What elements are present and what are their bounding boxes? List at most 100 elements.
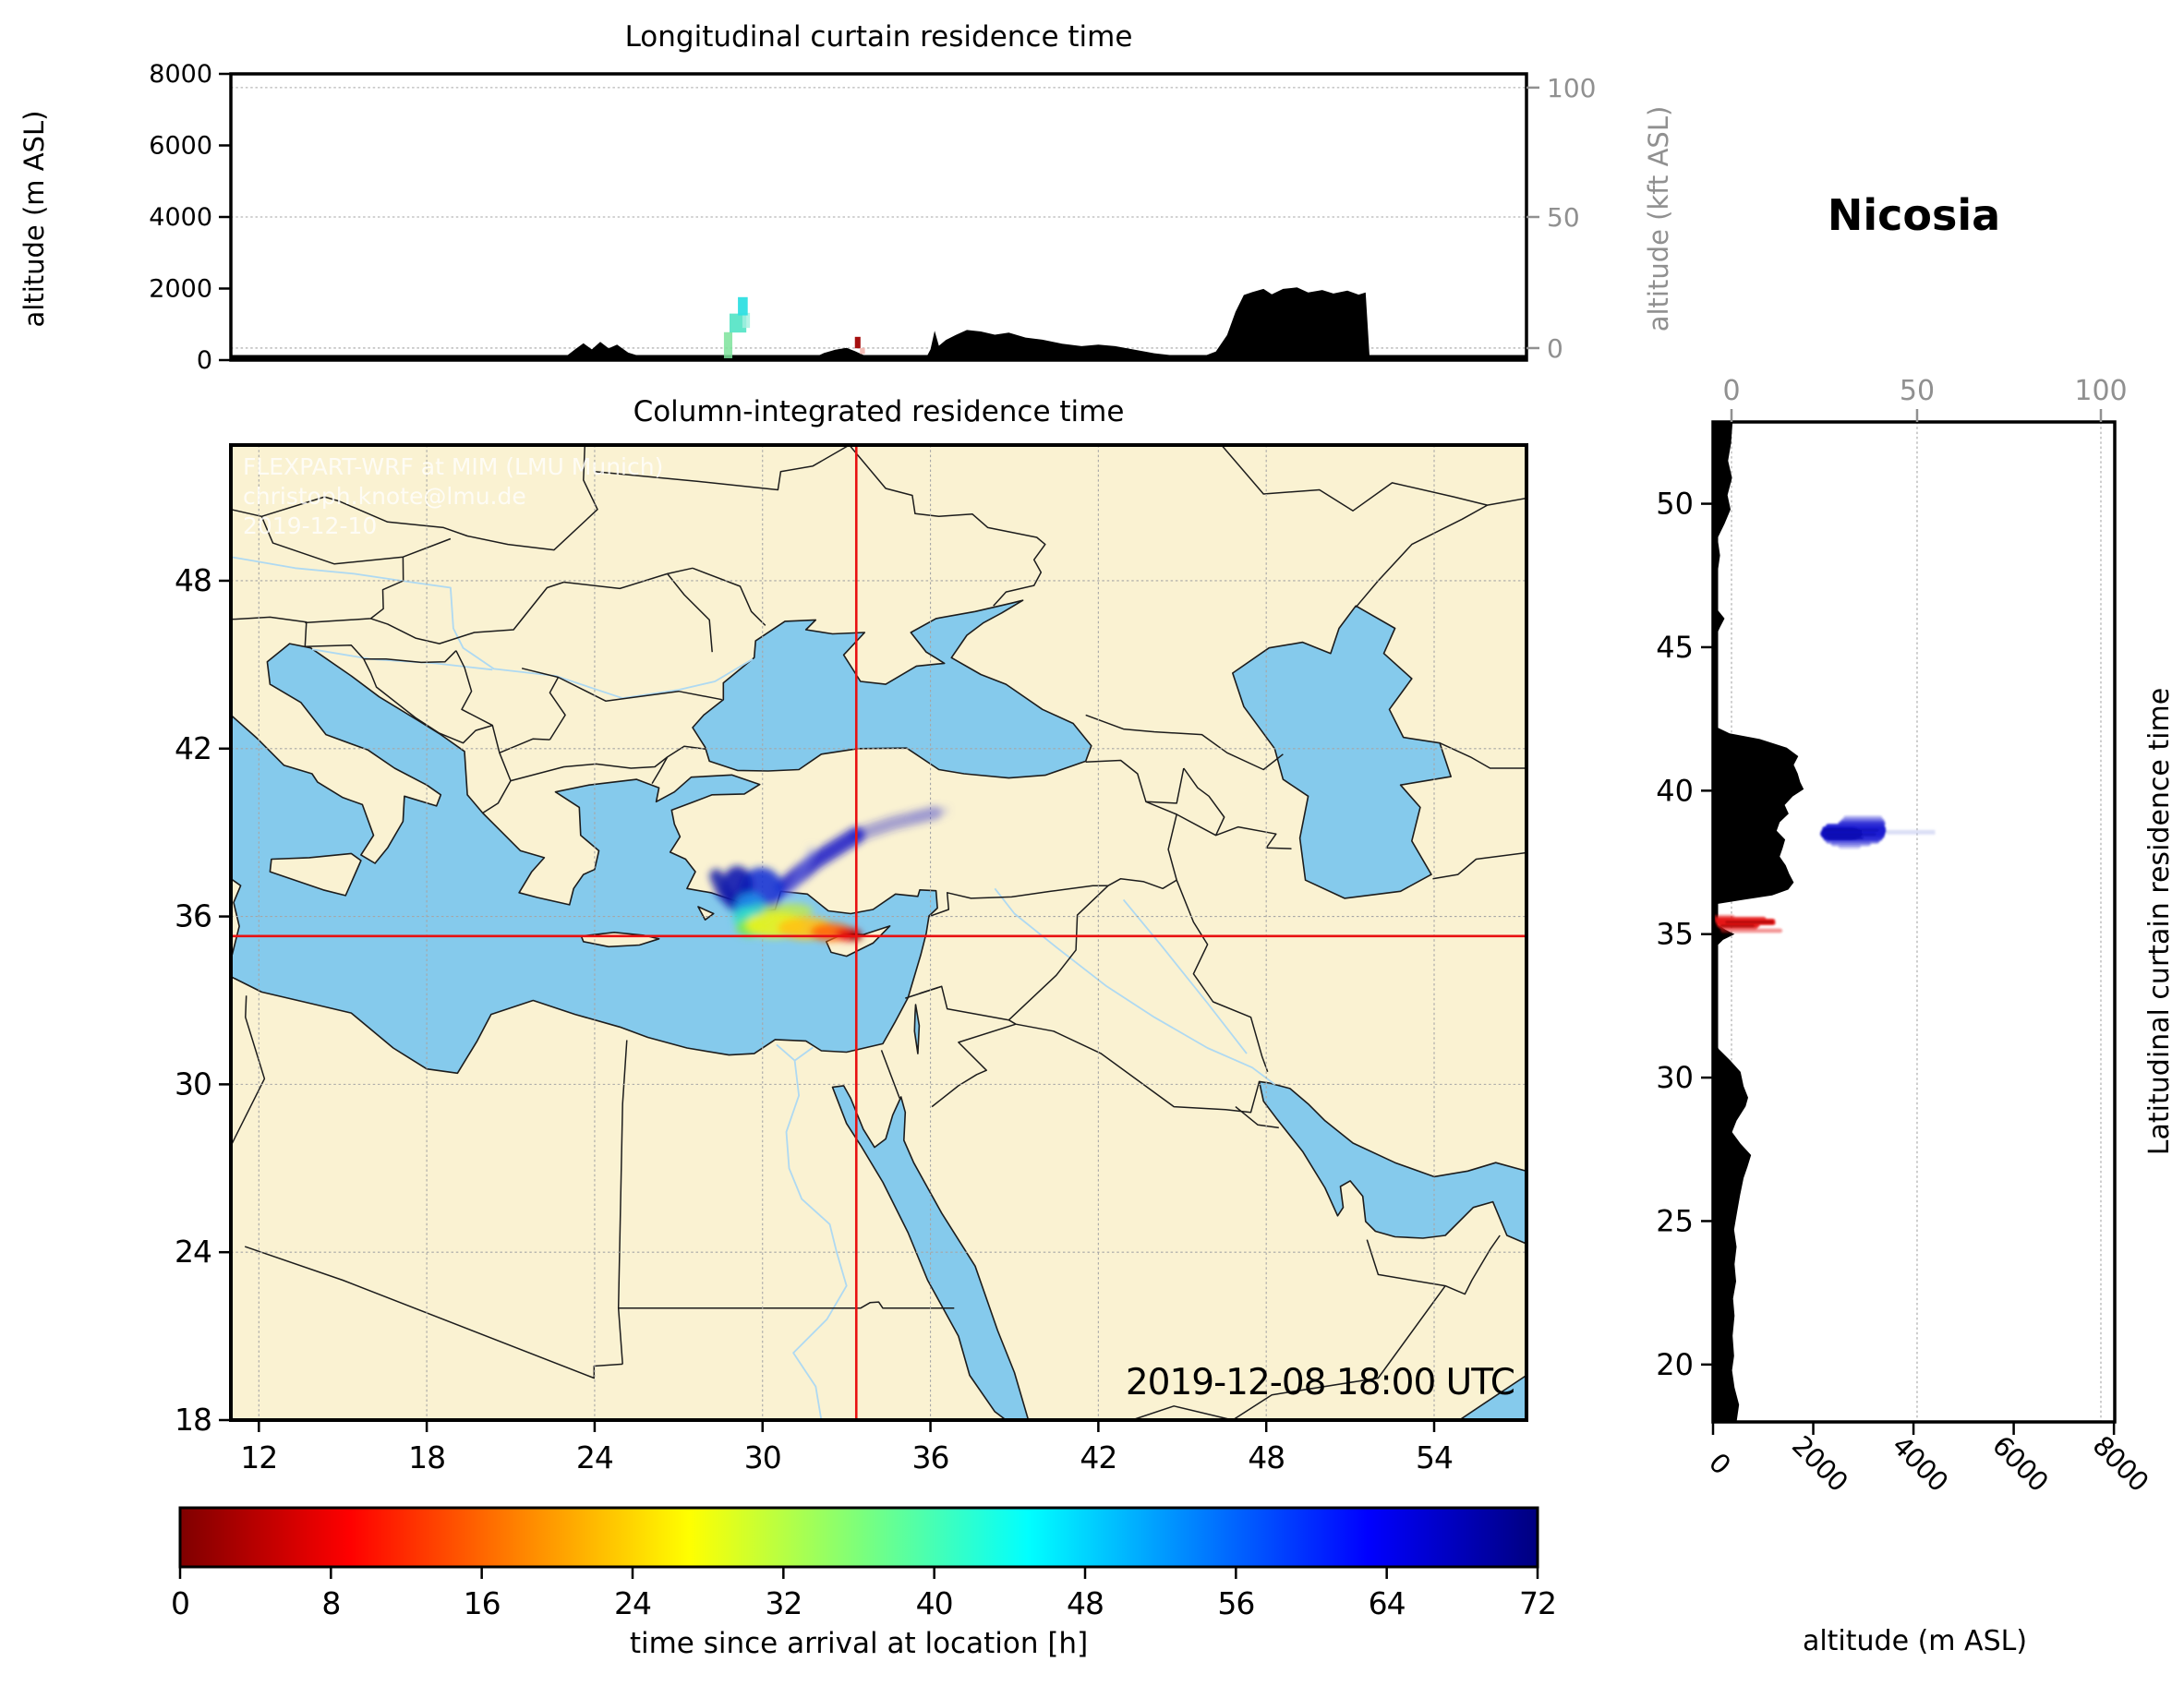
sea-polygon — [913, 1004, 921, 1054]
country-border — [305, 644, 365, 660]
residence-bar — [723, 331, 733, 359]
lat-tick-label: 20 — [1656, 1347, 1694, 1382]
country-border — [931, 1023, 1017, 1108]
kft-tick-label: 50 — [1900, 375, 1935, 407]
sea-polygon — [1232, 605, 1452, 899]
country-border — [667, 572, 713, 653]
island — [697, 906, 715, 921]
alt-tick-label: 0 — [1703, 1447, 1736, 1480]
top-panel-ylabel-left: altitude (m ASL) — [18, 110, 50, 328]
lon-tick-label: 54 — [1416, 1439, 1453, 1475]
lat-tick-label: 45 — [1656, 630, 1694, 665]
river — [776, 1043, 796, 1062]
sea-polygon — [231, 643, 938, 1075]
river — [785, 1060, 848, 1420]
country-border — [305, 557, 404, 624]
map-geography — [231, 445, 1526, 1420]
country-border — [1176, 813, 1292, 849]
kft-tick-label: 0 — [1547, 333, 1563, 364]
top-panel-ylabel-right: altitude (kft ASL) — [1643, 105, 1674, 332]
attribution-line-3: 2019-12-10 — [243, 512, 378, 539]
lat-tick-label: 35 — [1656, 917, 1694, 952]
lat-tick-label: 30 — [175, 1066, 211, 1102]
country-border — [1432, 851, 1526, 880]
red-striation — [1725, 921, 1774, 923]
colorbar-label: time since arrival at location [h] — [629, 1627, 1089, 1660]
top-panel-title: Longitudinal curtain residence time — [624, 20, 1133, 54]
lat-tick-label: 42 — [175, 730, 211, 766]
country-border — [1015, 1023, 1261, 1114]
colorbar: 0 8 16 24 32 40 48 56 64 72 — [171, 1506, 1557, 1621]
lat-tick-label: 25 — [1656, 1203, 1694, 1238]
plume-branch — [785, 845, 816, 900]
kft-tick-label: 100 — [2074, 375, 2127, 407]
lat-tick-label: 30 — [1656, 1060, 1694, 1095]
colorbar-tick-label: 40 — [916, 1585, 953, 1621]
latitudinal-curtain-panel: 0 50 100 50 45 40 35 30 25 20 0 2000 4000 6000 8000 — [1656, 375, 2154, 1498]
country-border — [849, 445, 1046, 607]
country-border — [1355, 504, 1488, 608]
residence-bar — [729, 313, 747, 333]
country-border — [617, 1040, 628, 1365]
curtain-blobs — [1713, 815, 1936, 933]
colorbar-gradient — [180, 1508, 1538, 1567]
country-border — [1131, 1405, 1233, 1420]
lat-tick-label: 50 — [1656, 487, 1694, 522]
map-attribution: FLEXPART-WRF at MIM (LMU Munich) christo… — [243, 452, 663, 541]
lon-tick-label: 30 — [744, 1439, 781, 1475]
country-border — [1439, 742, 1526, 769]
country-border — [370, 581, 564, 644]
lon-tick-label: 12 — [240, 1439, 277, 1475]
lat-tick-label: 24 — [175, 1234, 211, 1270]
terrain-latitudinal — [1713, 422, 1804, 1422]
colorbar-tick-label: 16 — [464, 1585, 501, 1621]
y-tick-label: 6000 — [149, 132, 212, 161]
country-border — [1232, 1285, 1446, 1420]
lon-tick-label: 42 — [1080, 1439, 1116, 1475]
sea-polygon — [1258, 1080, 1526, 1245]
map-panel: 12 18 24 30 36 42 48 54 18 24 30 36 42 48 — [175, 443, 1528, 1475]
alt-tick-label: 6000 — [1986, 1429, 2054, 1497]
blue-striation — [1823, 829, 1879, 832]
blue-residence-bar — [1838, 844, 1862, 849]
river — [1122, 898, 1248, 1054]
y-tick-label: 8000 — [149, 60, 212, 89]
alt-tick-label: 4000 — [1886, 1429, 1953, 1497]
colorbar-tick-label: 72 — [1519, 1585, 1556, 1621]
country-border — [363, 658, 440, 734]
right-panel-side-label: Latitudinal curtain residence time — [2143, 687, 2176, 1156]
colorbar-tick-label: 0 — [171, 1585, 189, 1621]
red-striation — [1720, 925, 1755, 928]
residence-bar — [742, 312, 751, 329]
attribution-line-2: christoph.knote@lmu.de — [243, 483, 526, 510]
country-border — [231, 995, 266, 1147]
y-tick-label: 2000 — [149, 275, 212, 304]
residence-bar — [860, 347, 865, 355]
kft-tick-label: 100 — [1547, 73, 1596, 103]
kft-tick-label: 50 — [1547, 202, 1580, 233]
lat-tick-label: 18 — [175, 1402, 211, 1438]
kft-tick-label: 0 — [1722, 375, 1740, 407]
country-border — [439, 724, 550, 754]
right-panel-xlabel: altitude (m ASL) — [1802, 1625, 2028, 1657]
map-title: Column-integrated residence time — [633, 395, 1125, 428]
country-border — [692, 567, 766, 626]
blue-residence-tail — [1886, 829, 1936, 835]
river — [794, 1046, 814, 1062]
country-border — [928, 877, 1177, 918]
country-border — [651, 756, 669, 784]
country-border — [1235, 1106, 1279, 1129]
y-tick-label: 0 — [197, 346, 212, 375]
lon-tick-label: 18 — [408, 1439, 445, 1475]
country-border — [1366, 1234, 1501, 1295]
lon-tick-label: 24 — [576, 1439, 613, 1475]
lat-tick-label: 48 — [175, 562, 211, 598]
country-border — [482, 753, 512, 814]
lat-tick-label: 40 — [1656, 773, 1694, 808]
blue-striation — [1826, 833, 1876, 836]
terrain-baseline — [231, 355, 1526, 360]
map-datetime: 2019-12-08 18:00 UTC — [1125, 1362, 1515, 1403]
map-frame — [229, 443, 1528, 1422]
country-border — [549, 677, 566, 741]
